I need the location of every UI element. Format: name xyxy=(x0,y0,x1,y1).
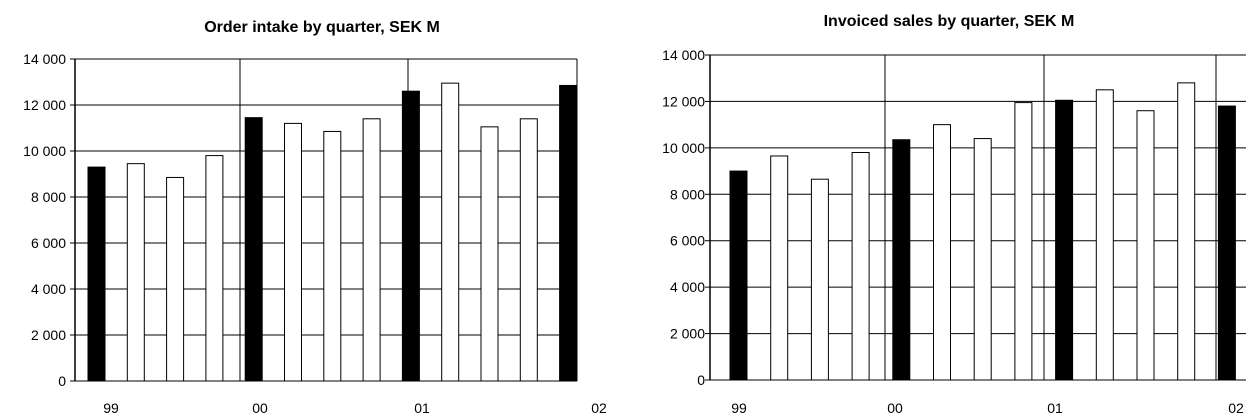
x-tick-label: 02 xyxy=(1228,400,1244,416)
bar xyxy=(770,155,789,381)
bar xyxy=(323,130,342,382)
y-tick-label: 14 000 xyxy=(23,51,66,67)
bar xyxy=(480,126,499,382)
y-tick-label: 6 000 xyxy=(670,233,705,249)
y-tick-label: 8 000 xyxy=(670,186,705,202)
y-tick-label: 4 000 xyxy=(31,281,66,297)
bar xyxy=(441,82,460,382)
bar xyxy=(1014,102,1033,381)
chart-title: Order intake by quarter, SEK M xyxy=(204,19,440,36)
x-tick-label: 00 xyxy=(887,400,903,416)
x-tick-label: 01 xyxy=(414,400,430,416)
bar xyxy=(1095,89,1114,381)
bar xyxy=(810,178,829,381)
bar xyxy=(1177,82,1196,381)
x-tick-label: 01 xyxy=(1047,400,1063,416)
y-tick-label: 6 000 xyxy=(31,235,66,251)
bar xyxy=(519,118,538,382)
bar xyxy=(729,170,748,381)
y-tick-label: 8 000 xyxy=(31,189,66,205)
bar xyxy=(244,117,263,382)
bar xyxy=(205,155,224,382)
bar xyxy=(126,163,145,382)
y-tick-label: 0 xyxy=(58,373,66,389)
y-tick-label: 12 000 xyxy=(23,97,66,113)
bar xyxy=(1136,110,1155,381)
chart-title: Invoiced sales by quarter, SEK M xyxy=(824,13,1075,30)
y-tick-label: 10 000 xyxy=(23,143,66,159)
y-tick-label: 12 000 xyxy=(662,93,705,109)
y-tick-label: 0 xyxy=(697,372,705,388)
bar xyxy=(166,176,185,382)
bar xyxy=(362,118,381,382)
bar xyxy=(87,166,106,382)
bar xyxy=(284,122,302,382)
y-tick-label: 2 000 xyxy=(670,326,705,342)
y-tick-label: 2 000 xyxy=(31,327,66,343)
y-tick-label: 14 000 xyxy=(662,47,705,63)
bar xyxy=(892,139,911,381)
y-tick-label: 4 000 xyxy=(670,279,705,295)
x-tick-label: 99 xyxy=(731,400,747,416)
invoiced-sales-chart: Invoiced sales by quarter, SEK M 02 0004… xyxy=(662,13,1246,416)
bar xyxy=(1055,99,1074,381)
bar xyxy=(973,138,992,381)
x-tick-label: 99 xyxy=(103,400,119,416)
bar xyxy=(933,124,951,381)
bar xyxy=(559,84,578,382)
x-tick-label: 00 xyxy=(252,400,268,416)
bar xyxy=(851,152,870,381)
bar xyxy=(1217,105,1236,381)
x-tick-label: 02 xyxy=(591,400,607,416)
bar xyxy=(401,90,420,382)
y-tick-label: 10 000 xyxy=(662,140,705,156)
